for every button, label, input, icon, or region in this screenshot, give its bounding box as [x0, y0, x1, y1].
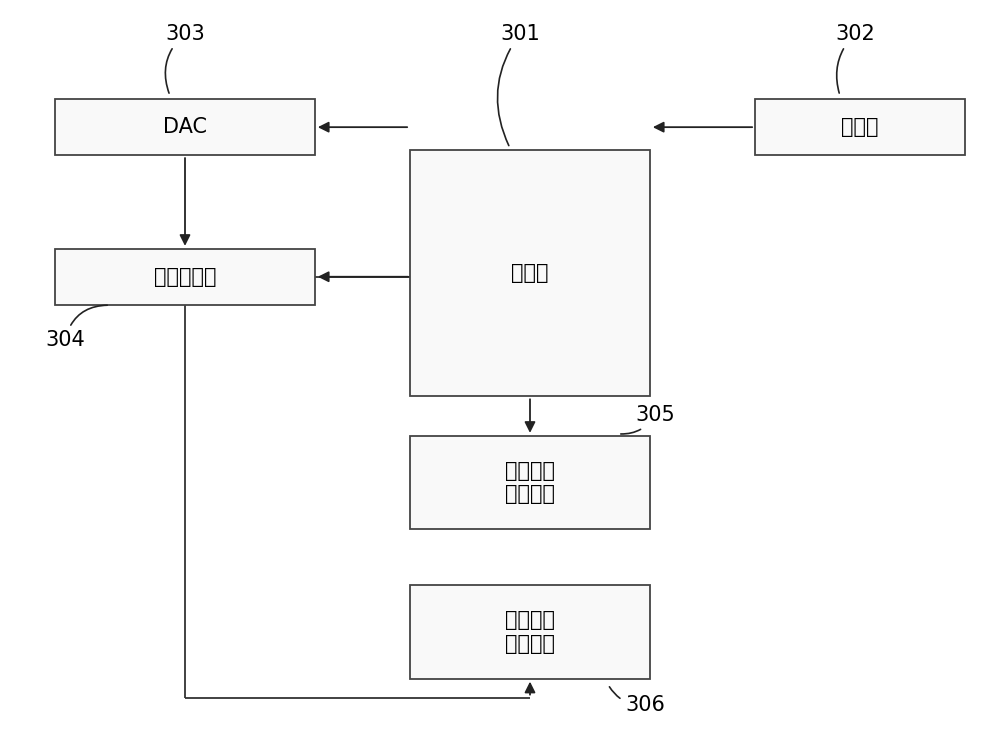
Bar: [55, 99, 315, 156]
Text: 305: 305: [621, 405, 675, 434]
Text: DAC: DAC: [163, 117, 207, 137]
Bar: [410, 435, 650, 530]
Text: 301: 301: [497, 24, 540, 146]
Text: 运算放大器: 运算放大器: [154, 267, 216, 286]
Text: 303: 303: [165, 24, 205, 94]
Text: 304: 304: [45, 305, 107, 350]
Bar: [55, 249, 315, 305]
Text: 存储器: 存储器: [841, 117, 879, 137]
Text: 302: 302: [835, 24, 875, 93]
Text: 宽带宽环
路滤波器: 宽带宽环 路滤波器: [505, 461, 555, 504]
Bar: [410, 150, 650, 396]
Bar: [755, 99, 965, 156]
Text: 306: 306: [609, 687, 665, 715]
Text: 控制器: 控制器: [511, 263, 549, 283]
Bar: [410, 585, 650, 679]
Text: 窄带宽环
路滤波器: 窄带宽环 路滤波器: [505, 610, 555, 654]
